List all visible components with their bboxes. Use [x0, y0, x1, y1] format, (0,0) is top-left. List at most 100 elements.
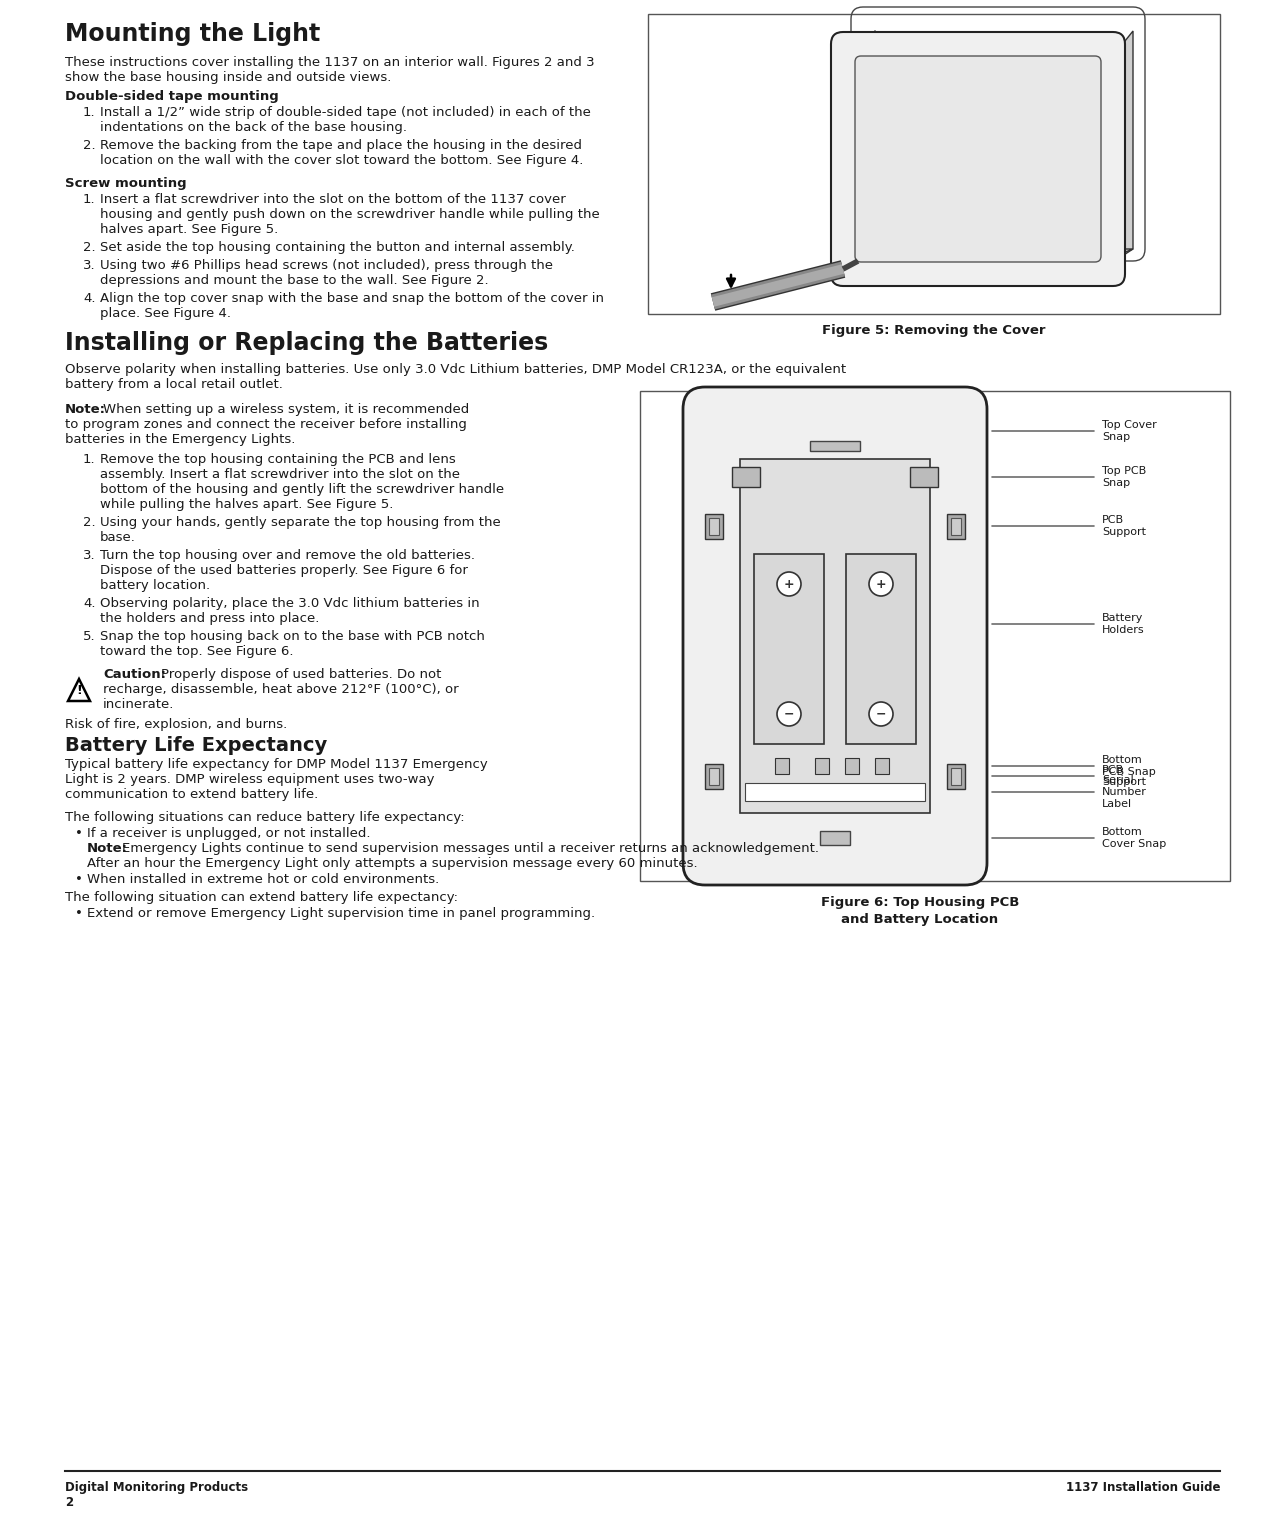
Text: When setting up a wireless system, it is recommended: When setting up a wireless system, it is…: [103, 403, 469, 417]
Text: Properly dispose of used batteries. Do not: Properly dispose of used batteries. Do n…: [161, 668, 441, 682]
Text: assembly. Insert a flat screwdriver into the slot on the: assembly. Insert a flat screwdriver into…: [99, 468, 460, 480]
Bar: [810, 441, 861, 451]
Text: base.: base.: [99, 530, 136, 544]
Text: +: +: [876, 577, 886, 591]
Text: After an hour the Emergency Light only attempts a supervision message every 60 m: After an hour the Emergency Light only a…: [87, 857, 697, 870]
Text: Installing or Replacing the Batteries: Installing or Replacing the Batteries: [65, 330, 548, 355]
Bar: [732, 467, 760, 486]
Text: batteries in the Emergency Lights.: batteries in the Emergency Lights.: [65, 433, 296, 445]
Text: Battery Life Expectancy: Battery Life Expectancy: [65, 736, 328, 754]
Bar: [705, 514, 723, 539]
Text: communication to extend battery life.: communication to extend battery life.: [65, 788, 319, 801]
Text: These instructions cover installing the 1137 on an interior wall. Figures 2 and : These instructions cover installing the …: [65, 56, 594, 70]
Text: 1.: 1.: [83, 106, 96, 120]
Text: When installed in extreme hot or cold environments.: When installed in extreme hot or cold en…: [87, 873, 440, 886]
Text: If a receiver is unplugged, or not installed.: If a receiver is unplugged, or not insta…: [87, 827, 371, 839]
Text: Typical battery life expectancy for DMP Model 1137 Emergency: Typical battery life expectancy for DMP …: [65, 758, 488, 771]
Text: Double-sided tape mounting: Double-sided tape mounting: [65, 89, 279, 103]
Text: incinerate.: incinerate.: [103, 698, 175, 711]
Text: Figure 5: Removing the Cover: Figure 5: Removing the Cover: [822, 324, 1046, 336]
Text: Mounting the Light: Mounting the Light: [65, 23, 320, 45]
Bar: [875, 758, 889, 774]
Bar: [709, 518, 719, 535]
Text: Screw mounting: Screw mounting: [65, 177, 186, 189]
Text: location on the wall with the cover slot toward the bottom. See Figure 4.: location on the wall with the cover slot…: [99, 155, 584, 167]
Text: indentations on the back of the base housing.: indentations on the back of the base hou…: [99, 121, 407, 133]
Text: Battery
Holders: Battery Holders: [1102, 614, 1145, 635]
Bar: [754, 554, 824, 744]
Text: Bottom
Cover Snap: Bottom Cover Snap: [1102, 827, 1167, 848]
Text: Observe polarity when installing batteries. Use only 3.0 Vdc Lithium batteries, : Observe polarity when installing batteri…: [65, 364, 847, 376]
Text: Caution:: Caution:: [103, 668, 166, 682]
Text: !: !: [76, 683, 82, 697]
Circle shape: [870, 701, 892, 726]
FancyBboxPatch shape: [856, 56, 1102, 262]
Text: Extend or remove Emergency Light supervision time in panel programming.: Extend or remove Emergency Light supervi…: [87, 907, 595, 920]
Polygon shape: [856, 248, 1133, 262]
Text: depressions and mount the base to the wall. See Figure 2.: depressions and mount the base to the wa…: [99, 274, 488, 286]
Text: Emergency Lights continue to send supervision messages until a receiver returns : Emergency Lights continue to send superv…: [122, 842, 819, 854]
Text: 4.: 4.: [83, 597, 96, 611]
Text: 3.: 3.: [83, 259, 96, 273]
Text: Note:: Note:: [87, 842, 128, 854]
Bar: [951, 518, 961, 535]
Text: 2.: 2.: [83, 139, 96, 152]
Text: 2: 2: [65, 1495, 73, 1509]
Text: +: +: [784, 577, 794, 591]
Text: •: •: [75, 873, 83, 886]
Text: 1137 Installation Guide: 1137 Installation Guide: [1066, 1482, 1220, 1494]
Text: PCB
Support: PCB Support: [1102, 515, 1146, 536]
Bar: [640, 391, 1230, 882]
Circle shape: [776, 701, 801, 726]
Text: Dispose of the used batteries properly. See Figure 6 for: Dispose of the used batteries properly. …: [99, 564, 468, 577]
Text: battery location.: battery location.: [99, 579, 210, 592]
Bar: [910, 467, 938, 486]
Text: 4.: 4.: [83, 292, 96, 305]
Bar: [740, 459, 929, 814]
Text: The following situations can reduce battery life expectancy:: The following situations can reduce batt…: [65, 811, 464, 824]
Text: Align the top cover snap with the base and snap the bottom of the cover in: Align the top cover snap with the base a…: [99, 292, 604, 305]
Bar: [847, 554, 915, 744]
Text: Remove the backing from the tape and place the housing in the desired: Remove the backing from the tape and pla…: [99, 139, 581, 152]
Text: bottom of the housing and gently lift the screwdriver handle: bottom of the housing and gently lift th…: [99, 483, 504, 495]
FancyBboxPatch shape: [683, 386, 987, 885]
Text: Insert a flat screwdriver into the slot on the bottom of the 1137 cover: Insert a flat screwdriver into the slot …: [99, 192, 566, 206]
Bar: [951, 768, 961, 785]
Text: Turn the top housing over and remove the old batteries.: Turn the top housing over and remove the…: [99, 548, 476, 562]
Text: housing and gently push down on the screwdriver handle while pulling the: housing and gently push down on the scre…: [99, 208, 599, 221]
Circle shape: [776, 573, 801, 595]
Text: Figure 6: Top Housing PCB
and Battery Location: Figure 6: Top Housing PCB and Battery Lo…: [821, 895, 1019, 926]
Text: halves apart. See Figure 5.: halves apart. See Figure 5.: [99, 223, 278, 236]
Bar: [947, 764, 965, 789]
Bar: [745, 783, 924, 801]
Text: Snap the top housing back on to the base with PCB notch: Snap the top housing back on to the base…: [99, 630, 484, 642]
Text: Observing polarity, place the 3.0 Vdc lithium batteries in: Observing polarity, place the 3.0 Vdc li…: [99, 597, 479, 611]
FancyBboxPatch shape: [831, 32, 1125, 286]
Polygon shape: [68, 679, 91, 701]
Bar: [705, 764, 723, 789]
Text: Install a 1/2” wide strip of double-sided tape (not included) in each of the: Install a 1/2” wide strip of double-side…: [99, 106, 590, 120]
Text: Serial
Number
Label: Serial Number Label: [1102, 776, 1148, 809]
Bar: [815, 758, 829, 774]
Text: Bottom
PCB Snap: Bottom PCB Snap: [1102, 754, 1155, 777]
Text: •: •: [75, 907, 83, 920]
Text: recharge, disassemble, heat above 212°F (100°C), or: recharge, disassemble, heat above 212°F …: [103, 683, 459, 695]
Text: Digital Monitoring Products: Digital Monitoring Products: [65, 1482, 249, 1494]
Text: battery from a local retail outlet.: battery from a local retail outlet.: [65, 379, 283, 391]
Bar: [648, 14, 1220, 314]
Text: Using two #6 Phillips head screws (not included), press through the: Using two #6 Phillips head screws (not i…: [99, 259, 553, 273]
Text: Remove the top housing containing the PCB and lens: Remove the top housing containing the PC…: [99, 453, 455, 467]
Text: the holders and press into place.: the holders and press into place.: [99, 612, 319, 626]
Text: The following situation can extend battery life expectancy:: The following situation can extend batte…: [65, 891, 458, 904]
Bar: [845, 758, 859, 774]
Text: Risk of fire, explosion, and burns.: Risk of fire, explosion, and burns.: [65, 718, 287, 732]
Text: show the base housing inside and outside views.: show the base housing inside and outside…: [65, 71, 391, 83]
Text: to program zones and connect the receiver before installing: to program zones and connect the receive…: [65, 418, 467, 430]
Text: Set aside the top housing containing the button and internal assembly.: Set aside the top housing containing the…: [99, 241, 575, 255]
Bar: [775, 758, 789, 774]
Bar: [709, 768, 719, 785]
Circle shape: [870, 573, 892, 595]
Text: Top Cover
Snap: Top Cover Snap: [1102, 420, 1156, 442]
Text: PCB
Support: PCB Support: [1102, 765, 1146, 786]
Text: −: −: [784, 708, 794, 721]
